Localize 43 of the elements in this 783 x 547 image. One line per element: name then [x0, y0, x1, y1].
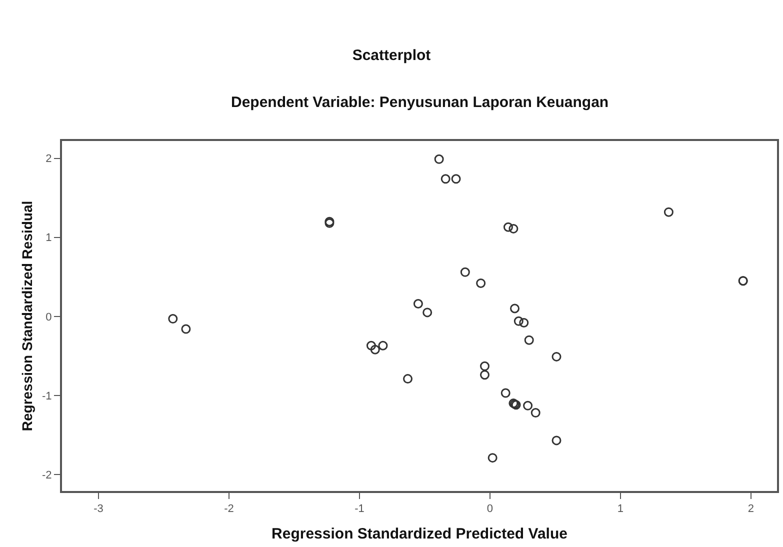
chart-subtitle: Dependent Variable: Penyusunan Laporan Keuangan: [231, 94, 609, 111]
point: [480, 370, 490, 380]
point: [664, 207, 674, 217]
y-tick-label: -2: [42, 469, 52, 482]
point: [370, 344, 380, 354]
point: [181, 324, 191, 334]
point: [460, 267, 470, 277]
point: [519, 318, 529, 328]
point: [440, 174, 450, 184]
point: [378, 340, 388, 350]
x-tick-label: -3: [94, 503, 104, 516]
point: [552, 352, 562, 362]
point: [168, 314, 178, 324]
chart-title: Scatterplot: [352, 46, 431, 64]
point: [488, 453, 498, 463]
point: [434, 154, 444, 164]
point: [514, 316, 524, 326]
y-tick-label: -1: [42, 390, 52, 402]
point: [530, 408, 540, 418]
y-axis-title: Regression Standardized Residual: [19, 200, 36, 432]
point: [523, 400, 533, 410]
point: [451, 174, 461, 184]
y-tick-label: 0: [46, 311, 52, 324]
point: [508, 224, 518, 234]
point: [552, 436, 562, 446]
x-tick-label: 0: [486, 503, 494, 516]
x-tick-label: -1: [354, 503, 364, 516]
y-tick-label: 2: [46, 153, 52, 166]
point: [476, 278, 486, 288]
point: [422, 308, 432, 318]
point: [500, 388, 510, 398]
point: [524, 335, 534, 345]
point: [510, 304, 520, 314]
x-tick-label: 2: [748, 503, 754, 516]
x-axis-title: Regression Standardized Predicted Value: [272, 526, 568, 543]
point: [403, 374, 413, 384]
y-tick-label: 1: [46, 232, 52, 244]
point: [503, 222, 513, 232]
x-tick-label: -2: [224, 503, 234, 516]
point: [366, 340, 376, 350]
point: [413, 299, 423, 308]
point: [480, 361, 490, 371]
x-tick-label: 1: [617, 503, 624, 516]
